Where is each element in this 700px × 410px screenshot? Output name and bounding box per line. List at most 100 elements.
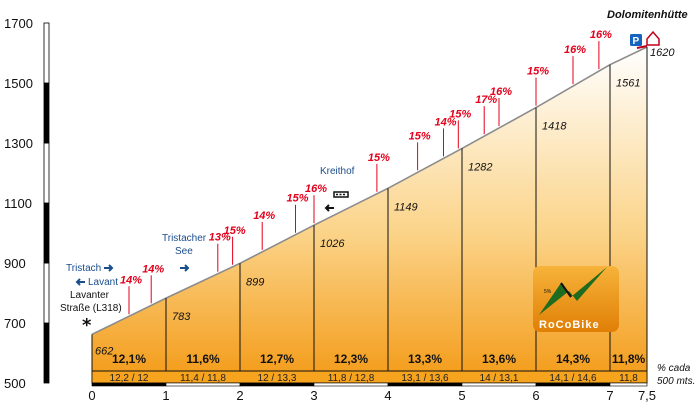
x-axis-ruler-block bbox=[609, 382, 648, 387]
place-tristacher: Tristacher bbox=[162, 233, 207, 244]
grade-markers: 14%14%13%15%14%15%16%15%15%14%15%17%16%1… bbox=[120, 29, 612, 315]
summit-markers: Dolomitenhütte P bbox=[607, 9, 688, 47]
x-axis-ruler-block bbox=[239, 382, 315, 387]
segment-halves: 11,4 / 11,8 bbox=[180, 373, 226, 384]
x-axis-ruler-block bbox=[313, 382, 389, 387]
place-lavanter-line1: Lavanter bbox=[70, 290, 110, 301]
grade-marker-label: 15% bbox=[449, 108, 471, 120]
segment-average: 12,7% bbox=[260, 352, 294, 366]
y-tick-label: 700 bbox=[4, 316, 26, 331]
x-axis-ruler-block bbox=[461, 382, 537, 387]
elevation-label: 1149 bbox=[394, 201, 418, 213]
logo-text: RoCoBike bbox=[539, 319, 600, 331]
arrow-left-icon bbox=[324, 204, 334, 212]
segment-halves: 12 / 13,3 bbox=[258, 373, 297, 384]
elevation-label: 1418 bbox=[542, 121, 567, 133]
grade-marker-label: 14% bbox=[435, 116, 457, 128]
y-tick-label: 500 bbox=[4, 376, 26, 391]
x-tick-label: 5 bbox=[458, 388, 465, 403]
axes bbox=[43, 22, 50, 384]
x-axis-ruler-block bbox=[165, 382, 241, 387]
x-tick-label: 7,5 bbox=[638, 388, 656, 403]
x-tick-label: 3 bbox=[310, 388, 317, 403]
y-axis-ruler-block bbox=[43, 22, 50, 84]
place-see: See bbox=[175, 246, 193, 257]
tristacher-see-marker: Tristacher See bbox=[162, 233, 207, 272]
elevation-label: 662 bbox=[95, 345, 113, 357]
grade-marker-label: 15% bbox=[287, 193, 309, 205]
y-axis-ruler-block bbox=[43, 262, 50, 324]
x-tick-label: 0 bbox=[88, 388, 95, 403]
segment-halves: 13,1 / 13,6 bbox=[401, 373, 449, 384]
unit-note-line1: % cada bbox=[657, 363, 691, 374]
grade-marker-label: 15% bbox=[527, 66, 549, 78]
elevation-label: 783 bbox=[172, 311, 191, 323]
segment-average: 13,6% bbox=[482, 352, 516, 366]
kreithof-marker: Kreithof bbox=[320, 166, 355, 212]
tristach-marker: Tristach bbox=[66, 263, 114, 274]
profile-area bbox=[92, 47, 647, 383]
grade-marker-label: 14% bbox=[142, 263, 164, 275]
grade-marker-label: 14% bbox=[253, 210, 275, 222]
x-axis-ruler-block bbox=[91, 382, 167, 387]
y-tick-label: 1700 bbox=[4, 16, 33, 31]
y-axis-ruler-block bbox=[43, 202, 50, 264]
x-axis-ruler-block bbox=[387, 382, 463, 387]
segment-halves: 11,8 / 12,8 bbox=[328, 373, 375, 384]
segment-halves: 12,2 / 12 bbox=[110, 373, 149, 384]
parking-label: P bbox=[633, 36, 640, 47]
start-asterisk-icon: * bbox=[82, 315, 92, 336]
elevation-labels: 662 783 899 1026 1149 1282 1418 1561 1620 bbox=[95, 47, 675, 357]
segment-average: 12,1% bbox=[112, 352, 146, 366]
svg-text:5%: 5% bbox=[544, 289, 552, 295]
y-tick-label: 1500 bbox=[4, 76, 33, 91]
hut-icon bbox=[646, 30, 660, 46]
segment-halves: 11,8 bbox=[619, 373, 638, 384]
arrow-right-icon bbox=[180, 264, 190, 272]
elevation-label: 899 bbox=[246, 276, 264, 288]
x-tick-label: 4 bbox=[384, 388, 391, 403]
profile-area-layer bbox=[91, 46, 648, 383]
segment-average: 13,3% bbox=[408, 352, 442, 366]
grade-marker-label: 15% bbox=[368, 152, 390, 164]
grade-marker-label: 16% bbox=[490, 86, 512, 98]
lavant-marker: Lavant bbox=[75, 277, 118, 288]
y-axis-ruler-block bbox=[43, 322, 50, 384]
summit-bar bbox=[636, 45, 648, 49]
x-axis-ruler-block bbox=[535, 382, 611, 387]
elevation-label: 1026 bbox=[320, 238, 345, 250]
x-tick-label: 6 bbox=[532, 388, 539, 403]
rocobike-logo: 5% RoCoBike bbox=[533, 266, 619, 332]
unit-note-line2: 500 mts. bbox=[657, 376, 695, 387]
segment-band: 12,1% 12,2 / 12 11,6% 11,4 / 11,8 12,7% 12 / … bbox=[91, 352, 648, 387]
tick-labels: 500 700 900 1100 1300 1500 1700 0 1 2 3 4 5 6 7 7,5 bbox=[4, 16, 656, 403]
x-tick-label: 1 bbox=[162, 388, 169, 403]
arrow-right-icon bbox=[104, 264, 114, 272]
elevation-label: 1282 bbox=[468, 161, 492, 173]
parking-icon bbox=[630, 34, 642, 46]
y-tick-label: 1100 bbox=[4, 196, 32, 211]
segment-halves: 14 / 13,1 bbox=[480, 373, 519, 384]
segment-halves: 14,1 / 14,6 bbox=[549, 373, 597, 384]
grade-marker-label: 16% bbox=[590, 29, 612, 41]
grade-marker-label: 17% bbox=[475, 94, 497, 106]
arrow-left-icon bbox=[75, 278, 85, 286]
place-lavanter-line2: Straße (L318) bbox=[60, 303, 122, 314]
x-tick-label: 2 bbox=[236, 388, 243, 403]
grade-marker-label: 16% bbox=[305, 183, 327, 195]
y-tick-label: 1300 bbox=[4, 136, 33, 151]
x-tick-label: 7 bbox=[606, 388, 613, 403]
y-axis-ruler-block bbox=[43, 82, 50, 144]
segment-average: 12,3% bbox=[334, 352, 368, 366]
elevation-label: 1620 bbox=[650, 47, 675, 59]
place-lavant: Lavant bbox=[88, 277, 118, 288]
y-axis-ruler-block bbox=[43, 142, 50, 204]
grade-marker-label: 13% bbox=[209, 232, 231, 244]
y-tick-label: 900 bbox=[4, 256, 26, 271]
grade-marker-label: 15% bbox=[409, 130, 431, 142]
segment-average: 14,3% bbox=[556, 352, 590, 366]
grade-marker-label: 16% bbox=[564, 44, 586, 56]
grade-marker-label: 15% bbox=[224, 225, 246, 237]
place-tristach: Tristach bbox=[66, 263, 101, 274]
